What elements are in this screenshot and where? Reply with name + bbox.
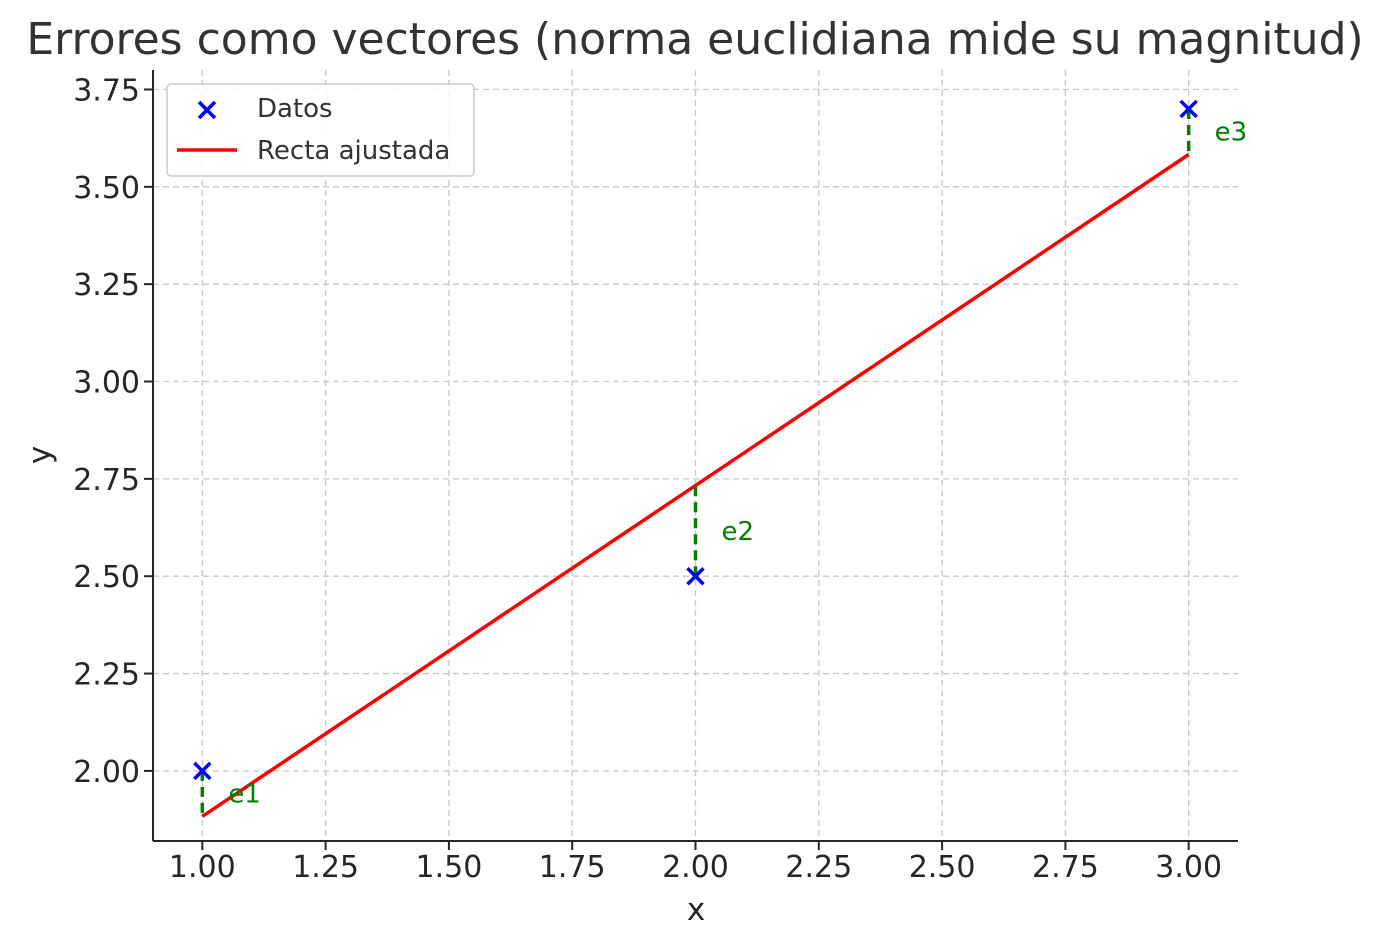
x-tick-label: 1.00 <box>169 850 236 885</box>
data-point <box>686 566 705 586</box>
y-tick-label: 2.00 <box>73 755 140 790</box>
legend: Datos Recta ajustada <box>166 83 475 177</box>
x-tick-label: 1.50 <box>416 850 483 885</box>
x-tick-label: 2.75 <box>1032 850 1099 885</box>
y-tick-label: 2.50 <box>73 560 140 595</box>
plot-layer: e1 e2 e3 <box>193 99 1248 818</box>
fitted-line <box>201 153 1190 818</box>
tick-layer: 1.00 1.25 1.50 1.75 2.00 2.25 2.50 2.75 3.00 2.00… <box>73 73 1222 885</box>
data-point <box>1179 99 1198 119</box>
legend-label-datos: Datos <box>257 94 333 124</box>
grid-layer <box>153 70 1238 841</box>
marker-stroke <box>686 566 705 586</box>
y-tick-label: 3.00 <box>73 366 140 401</box>
x-tick-label: 2.25 <box>785 850 852 885</box>
y-tick-label: 2.25 <box>73 658 140 693</box>
marker-stroke <box>1179 99 1198 119</box>
x-tick-label: 2.50 <box>909 850 976 885</box>
error-label: e2 <box>722 517 755 547</box>
legend-marker-x <box>197 100 217 120</box>
x-tick-label: 1.75 <box>539 850 606 885</box>
legend-frame <box>166 83 475 177</box>
error-label: e1 <box>228 780 261 810</box>
marker-stroke <box>193 761 212 781</box>
x-tick-label: 2.00 <box>662 850 729 885</box>
y-axis-label: y <box>22 446 58 464</box>
error-label: e3 <box>1215 118 1248 148</box>
legend-marker-datos <box>197 100 217 120</box>
y-tick-label: 3.50 <box>73 171 140 206</box>
data-point <box>193 761 212 781</box>
y-tick-label: 3.25 <box>73 268 140 303</box>
x-axis-label: x <box>687 892 705 928</box>
y-tick-label: 2.75 <box>73 463 140 498</box>
y-tick-label: 3.75 <box>73 73 140 108</box>
legend-label-recta: Recta ajustada <box>257 136 450 166</box>
x-tick-label: 1.25 <box>292 850 359 885</box>
marker-stroke <box>197 100 217 120</box>
x-tick-label: 3.00 <box>1155 850 1222 885</box>
chart-title: Errores como vectores (norma euclidiana … <box>26 14 1363 65</box>
